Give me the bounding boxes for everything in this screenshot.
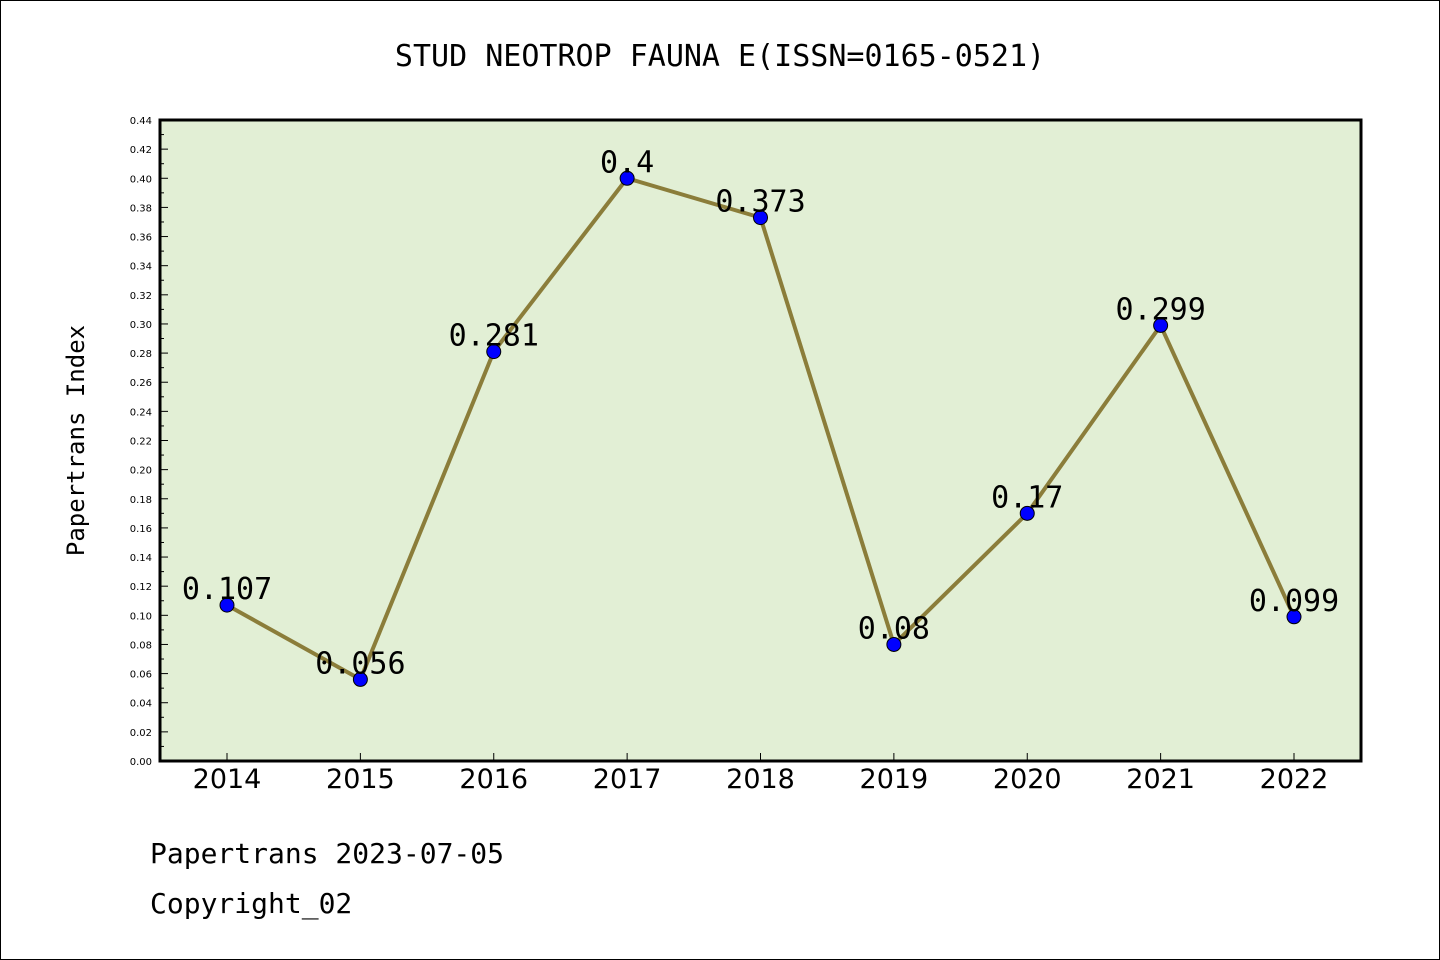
- x-tick-label: 2022: [1260, 764, 1329, 795]
- series-line-group: [219, 170, 1302, 687]
- y-tick-label: 0.12: [130, 582, 152, 593]
- x-tick-label: 2018: [726, 764, 795, 795]
- y-tick-label: 0.30: [130, 320, 152, 331]
- y-tick-label: 0.32: [130, 291, 152, 302]
- x-tick-label: 2020: [993, 764, 1062, 795]
- data-label: 0.17: [991, 480, 1063, 515]
- y-tick-label: 0.16: [130, 524, 152, 535]
- y-tick-label: 0.34: [130, 262, 152, 273]
- y-tick-label: 0.26: [130, 378, 152, 389]
- data-point: [753, 210, 768, 226]
- y-tick-label: 0.14: [130, 553, 152, 564]
- data-point: [1019, 505, 1035, 521]
- x-tick-label: 2015: [326, 764, 395, 795]
- y-tick-label: 0.00: [130, 757, 152, 768]
- x-tick-label: 2019: [860, 764, 929, 795]
- data-point: [352, 671, 368, 687]
- data-label: 0.281: [449, 319, 539, 354]
- y-axis-ticks: 0.00 0.02 0.04 0.06 0.08 0.10 0.12 0.14 0.16 0.18…: [130, 116, 168, 768]
- y-tick-label: 0.38: [130, 203, 152, 214]
- data-point: [219, 597, 235, 613]
- y-tick-label: 0.40: [130, 174, 152, 185]
- data-label: 0.299: [1115, 292, 1205, 327]
- data-label: 0.4: [600, 145, 654, 180]
- x-tick-label: 2016: [459, 764, 528, 795]
- data-label: 0.056: [315, 646, 405, 681]
- x-axis-ticks: 2014 2015 2016 2017 2018 2019 2020 2021 2022: [193, 753, 1329, 795]
- plot-area: [158, 118, 1363, 763]
- y-tick-label: 0.20: [130, 466, 152, 477]
- data-labels-group: 0.107 0.056 0.281 0.4 0.373 0.08 0.17 0.299 0.09…: [182, 145, 1339, 681]
- y-tick-label: 0.08: [130, 640, 152, 651]
- data-point: [1153, 317, 1169, 333]
- y-tick-label: 0.24: [130, 407, 152, 418]
- y-tick-label: 0.42: [130, 145, 152, 156]
- y-tick-label: 0.44: [130, 116, 152, 127]
- y-tick-label: 0.04: [130, 699, 152, 710]
- data-label: 0.08: [858, 611, 930, 646]
- data-label: 0.099: [1249, 584, 1339, 619]
- x-tick-label: 2021: [1126, 764, 1195, 795]
- data-point: [619, 170, 635, 186]
- y-tick-label: 0.36: [130, 233, 152, 244]
- footer-copyright: Copyright_02: [150, 887, 352, 921]
- data-label: 0.373: [715, 185, 805, 220]
- y-tick-label: 0.06: [130, 670, 152, 681]
- data-point: [1286, 609, 1302, 625]
- y-tick-label: 0.02: [130, 728, 152, 739]
- footer-date: Papertrans 2023-07-05: [150, 837, 504, 870]
- y-tick-label: 0.18: [130, 495, 152, 506]
- y-tick-label: 0.28: [130, 349, 152, 360]
- x-tick-label: 2014: [193, 764, 262, 795]
- y-tick-label: 0.22: [130, 437, 152, 448]
- data-point: [886, 636, 902, 652]
- data-label: 0.107: [182, 572, 272, 607]
- y-axis-label: Papertrans Index: [62, 325, 90, 556]
- x-tick-label: 2017: [593, 764, 662, 795]
- chart-title: STUD NEOTROP FAUNA E(ISSN=0165-0521): [395, 39, 1045, 74]
- y-tick-label: 0.10: [130, 611, 152, 622]
- data-point: [486, 344, 502, 360]
